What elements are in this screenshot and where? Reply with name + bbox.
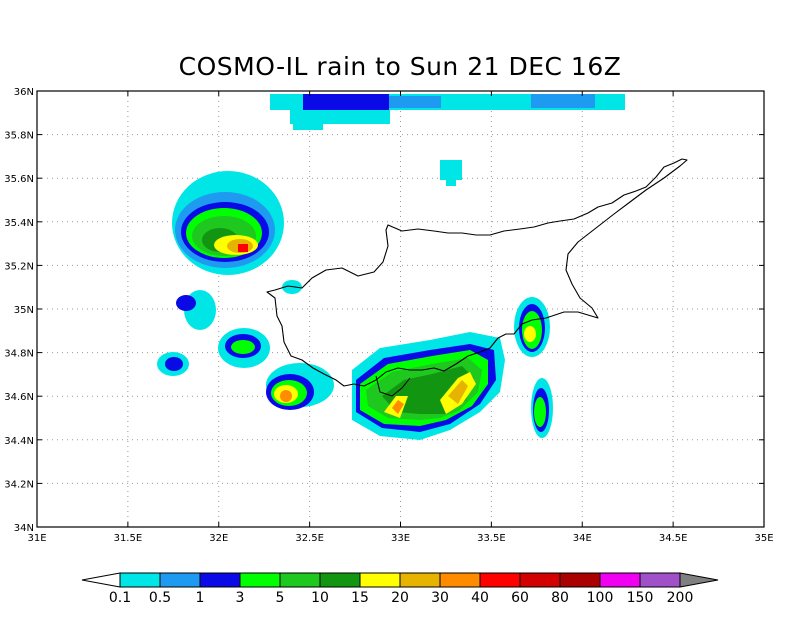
colorbar-swatch <box>599 572 641 588</box>
rain-cell <box>231 340 255 354</box>
colorbar-label: 60 <box>511 590 529 606</box>
green-line <box>375 375 411 397</box>
y-tick-label: 34N <box>14 523 34 534</box>
rain-cell <box>238 244 248 252</box>
colorbar-swatch <box>439 572 481 588</box>
x-tick-label: 34E <box>573 533 592 544</box>
rain-cell <box>280 390 292 402</box>
colorbar-label: 5 <box>276 590 285 606</box>
x-tick-label: 33.5E <box>477 533 506 544</box>
y-tick-label: 35.6N <box>4 174 34 185</box>
colorbar-label: 30 <box>431 590 449 606</box>
y-tick-label: 35.8N <box>4 131 34 142</box>
colorbar-swatch <box>479 572 521 588</box>
colorbar-swatch <box>399 572 441 588</box>
rain-cell <box>595 94 625 110</box>
colorbar-label: 15 <box>351 590 369 606</box>
colorbar-swatch <box>159 572 201 588</box>
y-tick-label: 34.6N <box>4 392 34 403</box>
rain-cell <box>293 122 323 130</box>
y-tick-label: 35N <box>14 305 34 316</box>
grid-lines <box>37 91 764 527</box>
y-tick-label: 34.2N <box>4 479 34 490</box>
rain-cell <box>441 94 531 110</box>
rain-cell <box>290 110 390 124</box>
cyprus-coastline <box>266 158 688 387</box>
colorbar-label: 40 <box>471 590 489 606</box>
colorbar-swatch <box>639 572 681 588</box>
x-tick-label: 35E <box>754 533 773 544</box>
rain-cell <box>534 397 546 427</box>
colorbar-label: 3 <box>236 590 245 606</box>
colorbar-label: 20 <box>391 590 409 606</box>
colorbar-label: 0.1 <box>109 590 131 606</box>
colorbar-swatch <box>279 572 321 588</box>
rain-cell <box>446 180 456 186</box>
map-title: COSMO-IL rain to Sun 21 DEC 16Z <box>178 52 622 81</box>
colorbar-under-arrow <box>81 572 121 588</box>
colorbar-label: 150 <box>627 590 654 606</box>
rain-cell <box>392 400 404 414</box>
colorbar-label: 1 <box>196 590 205 606</box>
x-tick-label: 32E <box>209 533 228 544</box>
y-tick-label: 34.4N <box>4 436 34 447</box>
rain-cell <box>303 94 389 110</box>
rain-field <box>157 94 625 440</box>
x-tick-label: 31E <box>27 533 46 544</box>
axis-ticks: 31E 31.5E 32E 32.5E 33E 33.5E 34E 34.5E 35E 34N 34… <box>4 87 773 544</box>
rain-cell <box>389 96 441 108</box>
colorbar-swatch <box>239 572 281 588</box>
x-tick-label: 33E <box>391 533 410 544</box>
y-tick-label: 35.2N <box>4 261 34 272</box>
colorbar-swatch <box>119 572 161 588</box>
rain-cell <box>531 94 595 108</box>
y-tick-label: 35.4N <box>4 218 34 229</box>
colorbar: 0.1 0.5 1 3 5 10 15 20 30 40 60 80 100 150 200 <box>81 572 719 606</box>
colorbar-label: 10 <box>311 590 329 606</box>
colorbar-over-arrow <box>679 572 719 588</box>
rain-cell <box>524 326 536 342</box>
colorbar-swatch <box>199 572 241 588</box>
colorbar-swatch <box>559 572 601 588</box>
colorbar-swatch <box>359 572 401 588</box>
y-tick-label: 36N <box>14 87 34 98</box>
y-tick-label: 34.8N <box>4 349 34 360</box>
x-tick-label: 32.5E <box>295 533 324 544</box>
colorbar-label: 80 <box>551 590 569 606</box>
rain-cell <box>176 295 196 311</box>
colorbar-swatch <box>319 572 361 588</box>
rain-cell <box>165 357 183 371</box>
x-tick-label: 31.5E <box>114 533 143 544</box>
colorbar-label: 0.5 <box>149 590 171 606</box>
rain-cell <box>448 380 468 404</box>
colorbar-label: 100 <box>587 590 614 606</box>
rain-cell <box>440 160 462 180</box>
colorbar-swatch <box>519 572 561 588</box>
colorbar-label: 200 <box>667 590 694 606</box>
x-tick-label: 34.5E <box>659 533 688 544</box>
